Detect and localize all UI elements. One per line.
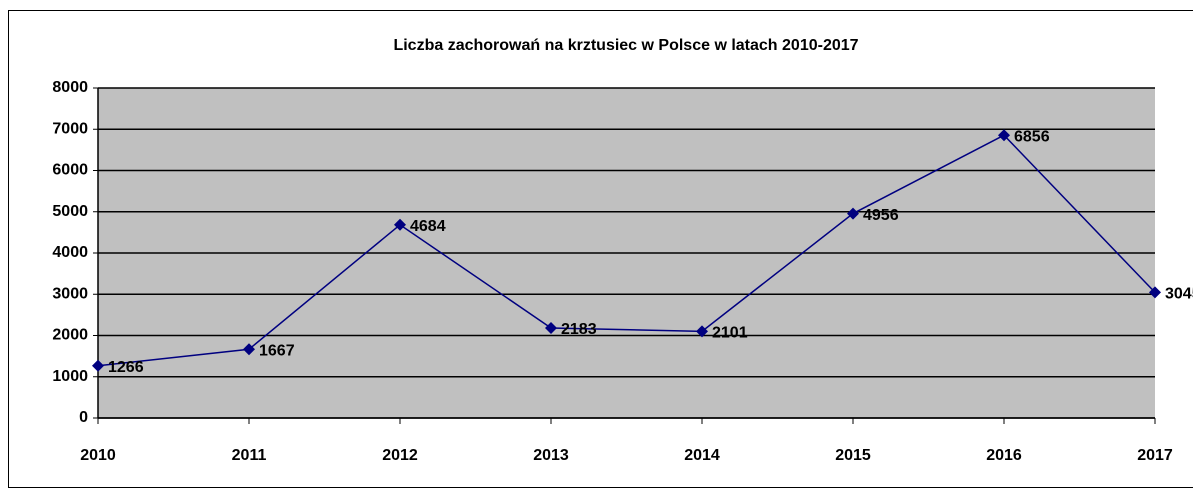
series-line bbox=[97, 134, 1156, 367]
data-point bbox=[998, 129, 1010, 142]
x-tick-label: 2011 bbox=[232, 447, 267, 464]
data-label: 6856 bbox=[1014, 128, 1050, 145]
data-label: 4684 bbox=[410, 218, 446, 235]
x-tick-label: 2015 bbox=[835, 447, 871, 464]
x-tick-label: 2012 bbox=[382, 447, 418, 464]
x-tick-label: 2017 bbox=[1137, 447, 1173, 464]
data-point bbox=[545, 321, 557, 334]
y-tick-label: 5000 bbox=[52, 203, 88, 220]
y-tick-label: 8000 bbox=[52, 79, 88, 96]
data-label: 1266 bbox=[108, 359, 144, 376]
data-label: 1667 bbox=[259, 342, 295, 359]
data-point bbox=[394, 218, 406, 231]
x-tick-label: 2010 bbox=[80, 447, 116, 464]
chart-title: Liczba zachorowań na krztusiec w Polsce … bbox=[393, 37, 858, 54]
x-tick-label: 2016 bbox=[986, 447, 1022, 464]
data-label: 3045 bbox=[1165, 286, 1193, 303]
y-tick-label: 2000 bbox=[52, 327, 88, 344]
data-point bbox=[243, 343, 255, 356]
data-label: 2101 bbox=[712, 325, 748, 342]
x-tick-label: 2014 bbox=[684, 447, 720, 464]
data-label: 2183 bbox=[561, 321, 597, 338]
data-point bbox=[92, 359, 104, 372]
y-tick-label: 1000 bbox=[52, 368, 88, 385]
data-label: 4956 bbox=[863, 207, 899, 224]
y-tick-label: 4000 bbox=[52, 244, 88, 261]
data-point bbox=[696, 325, 708, 338]
data-point bbox=[1149, 286, 1161, 299]
y-tick-label: 3000 bbox=[52, 285, 88, 302]
y-tick-label: 6000 bbox=[52, 162, 88, 179]
x-tick-label: 2013 bbox=[533, 447, 569, 464]
y-tick-label: 7000 bbox=[52, 120, 88, 137]
y-tick-label: 0 bbox=[79, 409, 88, 426]
data-point bbox=[847, 207, 859, 220]
